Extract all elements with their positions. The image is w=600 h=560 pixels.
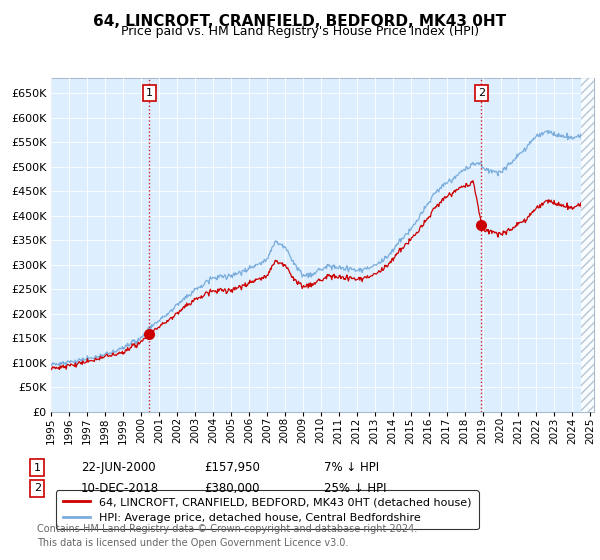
Text: Contains HM Land Registry data © Crown copyright and database right 2024.
This d: Contains HM Land Registry data © Crown c… <box>37 524 418 548</box>
Text: 22-JUN-2000: 22-JUN-2000 <box>81 461 155 474</box>
Text: 2: 2 <box>478 88 485 98</box>
Text: 25% ↓ HPI: 25% ↓ HPI <box>324 482 386 495</box>
Bar <box>581 78 594 412</box>
Text: 7% ↓ HPI: 7% ↓ HPI <box>324 461 379 474</box>
Text: 1: 1 <box>34 463 41 473</box>
Text: £380,000: £380,000 <box>204 482 260 495</box>
Text: £157,950: £157,950 <box>204 461 260 474</box>
Legend: 64, LINCROFT, CRANFIELD, BEDFORD, MK43 0HT (detached house), HPI: Average price,: 64, LINCROFT, CRANFIELD, BEDFORD, MK43 0… <box>56 491 479 529</box>
Text: 64, LINCROFT, CRANFIELD, BEDFORD, MK43 0HT: 64, LINCROFT, CRANFIELD, BEDFORD, MK43 0… <box>94 14 506 29</box>
Text: 2: 2 <box>34 483 41 493</box>
Text: Price paid vs. HM Land Registry's House Price Index (HPI): Price paid vs. HM Land Registry's House … <box>121 25 479 38</box>
Text: 1: 1 <box>146 88 153 98</box>
Text: 10-DEC-2018: 10-DEC-2018 <box>81 482 159 495</box>
